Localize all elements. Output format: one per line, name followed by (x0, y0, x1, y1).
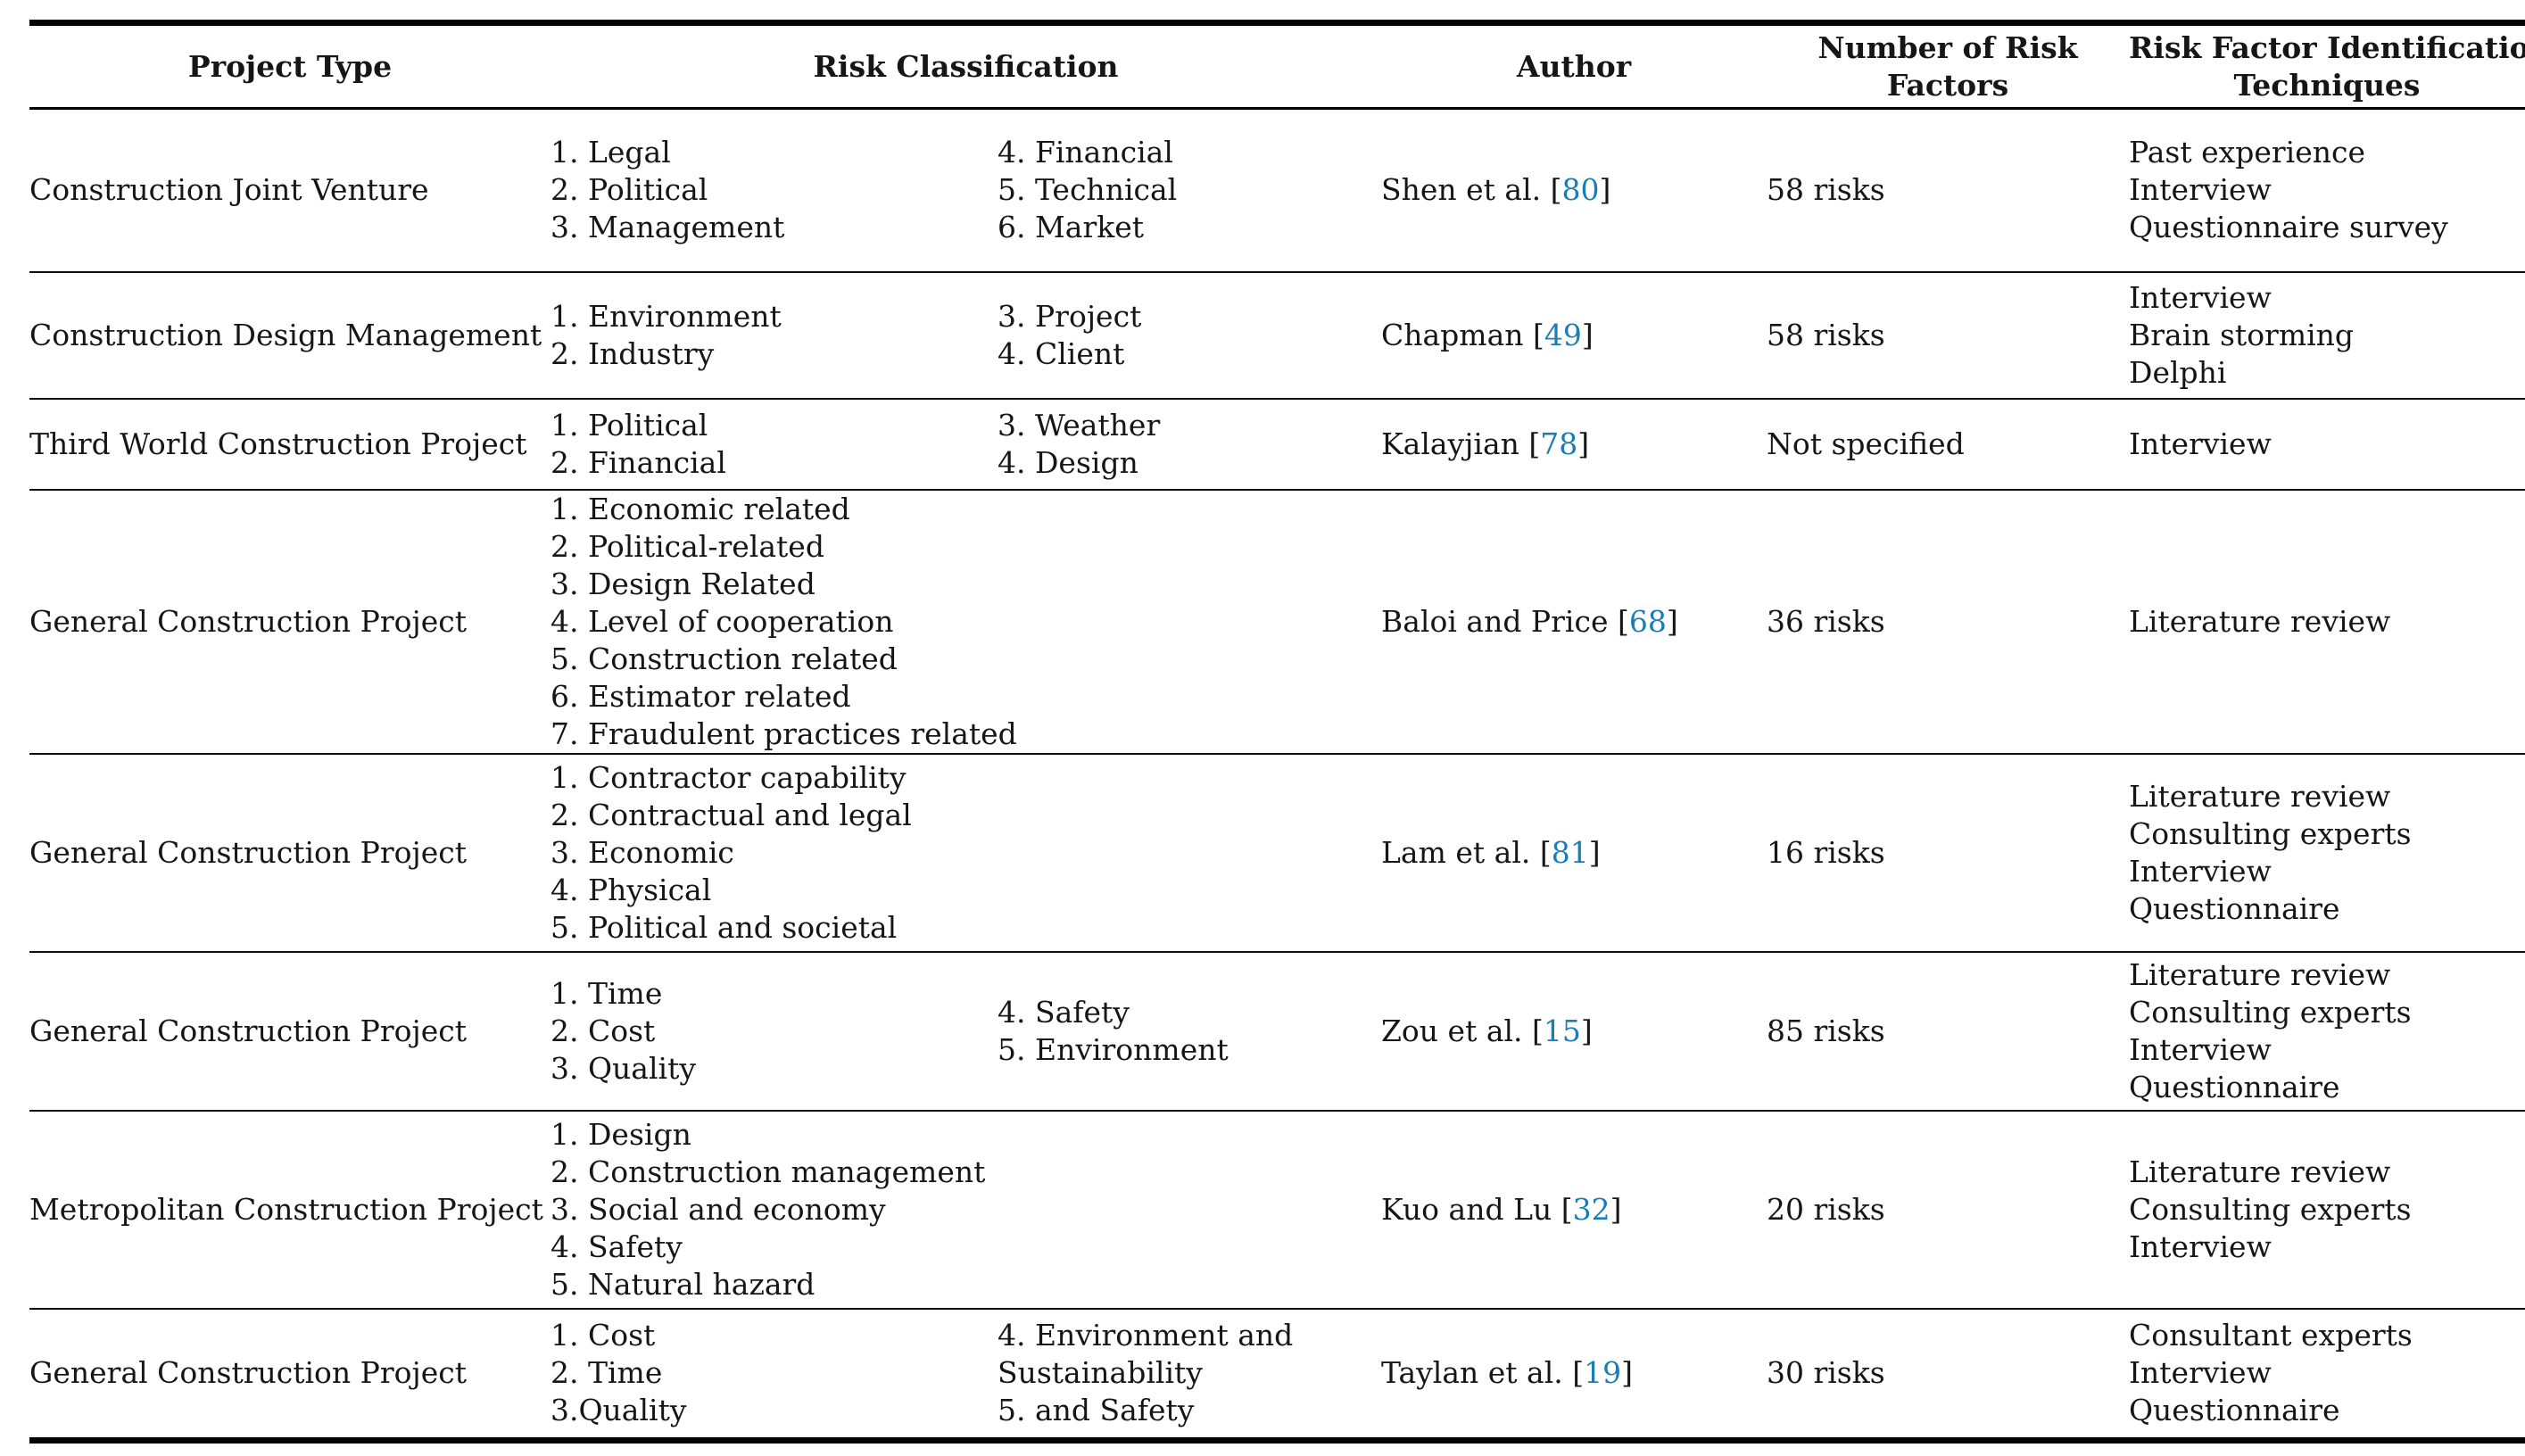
table-row: General Construction Project 1. Time 2. … (29, 951, 2525, 1112)
citation-bracket-open: [ (1528, 426, 1541, 461)
citation-ref-link[interactable]: 68 (1628, 603, 1667, 639)
risk-list-b: 3. Weather 4. Design (998, 398, 1381, 491)
citation-bracket-open: [ (1539, 834, 1552, 870)
header-row: Project Type Risk Classification Author … (29, 22, 2525, 110)
citation-bracket-open: [ (1550, 172, 1562, 208)
risk-list-a: 1. Legal 2. Political 3. Management (551, 108, 998, 273)
risk-count-cell: 58 risks (1767, 271, 2129, 400)
risk-list-a: 1. Political 2. Financial (551, 398, 998, 491)
citation-bracket-close: ] (1610, 1191, 1622, 1227)
author-cell: Shen et al. [80] (1381, 108, 1767, 273)
author-cell: Taylan et al. [19] (1381, 1308, 1767, 1444)
risk-list-a: 1. Time 2. Cost 3. Quality (551, 951, 998, 1112)
risk-count-cell: 30 risks (1767, 1308, 2129, 1444)
techniques-cell: Literature review Consulting experts Int… (2129, 951, 2525, 1112)
column-header-author: Author (1381, 22, 1767, 110)
techniques-cell: Interview Brain storming Delphi (2129, 271, 2525, 400)
project-type-cell: Third World Construction Project (29, 398, 551, 491)
author-cell: Lam et al. [81] (1381, 753, 1767, 953)
risk-list-b: 4. Financial 5. Technical 6. Market (998, 108, 1381, 273)
author-cell: Zou et al. [15] (1381, 951, 1767, 1112)
author-name: Kalayjian (1381, 426, 1519, 461)
risk-count-cell: 20 risks (1767, 1110, 2129, 1310)
citation-ref-link[interactable]: 81 (1551, 834, 1589, 870)
citation-ref-link[interactable]: 49 (1544, 317, 1582, 352)
project-type-cell: Construction Design Management (29, 271, 551, 400)
table-row: Construction Joint Venture 1. Legal 2. P… (29, 108, 2525, 273)
citation-ref-link[interactable]: 78 (1540, 426, 1578, 461)
author-cell: Baloi and Price [68] (1381, 489, 1767, 755)
table-row: Construction Design Management 1. Enviro… (29, 271, 2525, 400)
column-header-number-of-risk-factors: Number of Risk Factors (1767, 22, 2129, 110)
table-row: General Construction Project 1. Contract… (29, 753, 2525, 953)
author-name: Lam et al. (1381, 834, 1531, 870)
citation-bracket-close: ] (1588, 834, 1601, 870)
risk-count-cell: Not specified (1767, 398, 2129, 491)
citation-bracket-open: [ (1617, 603, 1629, 639)
author-name: Baloi and Price (1381, 603, 1609, 639)
author-cell: Kuo and Lu [32] (1381, 1110, 1767, 1310)
citation-bracket-close: ] (1666, 603, 1678, 639)
column-header-identification-techniques: Risk Factor Identification Techniques (2129, 22, 2525, 110)
risk-list-a: 1. Cost 2. Time 3.Quality (551, 1308, 998, 1444)
table-row: General Construction Project 1. Cost 2. … (29, 1308, 2525, 1444)
citation-ref-link[interactable]: 19 (1584, 1355, 1622, 1391)
risk-list-b (998, 489, 1381, 755)
citation-bracket-close: ] (1621, 1355, 1633, 1391)
citation-bracket-open: [ (1572, 1355, 1585, 1391)
author-name: Taylan et al. (1381, 1355, 1563, 1391)
column-header-project-type: Project Type (29, 22, 551, 110)
citation-ref-link[interactable]: 15 (1543, 1013, 1581, 1048)
author-name: Chapman (1381, 317, 1524, 352)
citation-bracket-close: ] (1599, 172, 1611, 208)
risk-list-b (998, 1110, 1381, 1310)
author-cell: Chapman [49] (1381, 271, 1767, 400)
author-cell: Kalayjian [78] (1381, 398, 1767, 491)
project-type-cell: General Construction Project (29, 753, 551, 953)
risk-list-b: 4. Safety 5. Environment (998, 951, 1381, 1112)
project-type-cell: General Construction Project (29, 1308, 551, 1444)
project-type-cell: Construction Joint Venture (29, 108, 551, 273)
risk-count-cell: 85 risks (1767, 951, 2129, 1112)
citation-bracket-close: ] (1577, 426, 1590, 461)
techniques-cell: Literature review Consulting experts Int… (2129, 1110, 2525, 1310)
risk-count-cell: 58 risks (1767, 108, 2129, 273)
techniques-cell: Interview (2129, 398, 2525, 491)
risk-list-a: 1. Environment 2. Industry (551, 271, 998, 400)
risk-list-a: 1. Design 2. Construction management 3. … (551, 1110, 998, 1310)
project-type-cell: General Construction Project (29, 951, 551, 1112)
citation-bracket-open: [ (1532, 1013, 1544, 1048)
column-header-risk-classification: Risk Classification (551, 22, 1381, 110)
citation-bracket-open: [ (1533, 317, 1544, 352)
author-name: Zou et al. (1381, 1013, 1523, 1048)
project-type-cell: General Construction Project (29, 489, 551, 755)
techniques-cell: Past experience Interview Questionnaire … (2129, 108, 2525, 273)
citation-ref-link[interactable]: 80 (1561, 172, 1600, 208)
risk-classification-table: Project Type Risk Classification Author … (29, 20, 2525, 1444)
project-type-cell: Metropolitan Construction Project (29, 1110, 551, 1310)
risk-count-cell: 36 risks (1767, 489, 2129, 755)
techniques-cell: Literature review (2129, 489, 2525, 755)
author-name: Kuo and Lu (1381, 1191, 1552, 1227)
citation-bracket-close: ] (1581, 317, 1594, 352)
table-row: Third World Construction Project 1. Poli… (29, 398, 2525, 491)
risk-list-a: 1. Economic related 2. Political-related… (551, 489, 1017, 755)
risk-count-cell: 16 risks (1767, 753, 2129, 953)
risk-list-b: 4. Environment and Sustainability 5. and… (998, 1308, 1381, 1444)
citation-ref-link[interactable]: 32 (1572, 1191, 1610, 1227)
risk-list-b (998, 753, 1381, 953)
techniques-cell: Literature review Consulting experts Int… (2129, 753, 2525, 953)
techniques-cell: Consultant experts Interview Questionnai… (2129, 1308, 2525, 1444)
risk-list-a: 1. Contractor capability 2. Contractual … (551, 753, 998, 953)
risk-list-b: 3. Project 4. Client (998, 271, 1381, 400)
citation-bracket-close: ] (1580, 1013, 1593, 1048)
table-row: General Construction Project 1. Economic… (29, 489, 2525, 755)
citation-bracket-open: [ (1561, 1191, 1573, 1227)
author-name: Shen et al. (1381, 172, 1542, 208)
table-row: Metropolitan Construction Project 1. Des… (29, 1110, 2525, 1310)
